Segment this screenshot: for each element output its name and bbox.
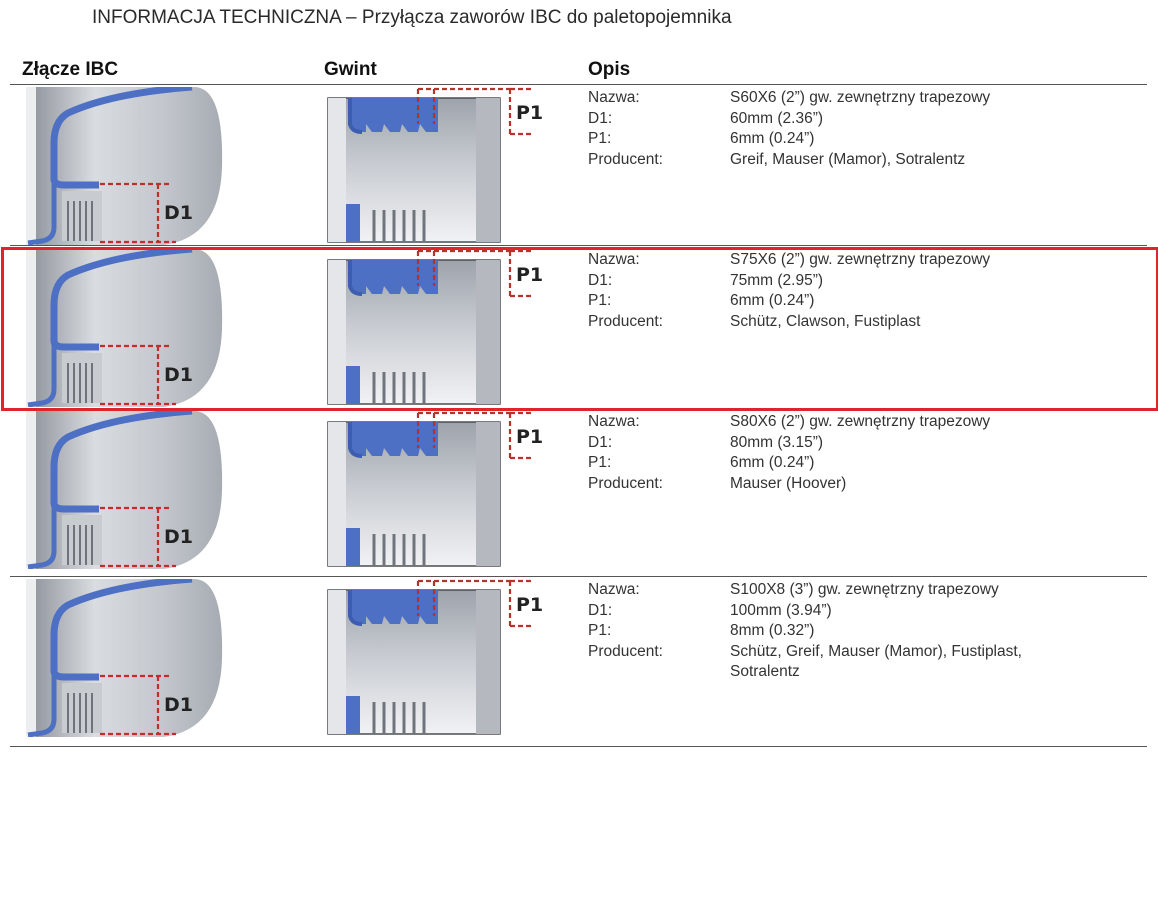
spec-d1-label: D1: [588, 601, 613, 619]
spec-d1-value: 60mm (2.36”) [730, 109, 824, 127]
spec-name-label: Nazwa: [588, 581, 640, 598]
spec-d1-value: 100mm (3.94”) [730, 601, 832, 619]
d1-dimension-label: D1 [164, 364, 193, 386]
spec-producer-label: Producent: [588, 150, 663, 168]
thread-profile-diagram [327, 97, 501, 243]
table-row: D1 P1 Nazwa: S100X8 (3”) gw. zewn [0, 578, 1158, 740]
spec-producer-value: Mauser (Hoover) [730, 474, 847, 492]
ibc-connector-diagram [26, 579, 223, 737]
table-row: D1 P1 Nazwa: S75X6 (2”) gw. zewnę [0, 248, 1158, 410]
header-rule [10, 84, 1147, 85]
d1-dimension-label: D1 [164, 526, 193, 548]
spec-p1-label: P1: [588, 454, 612, 471]
spec-producer-value: Schütz, Clawson, Fustiplast [730, 312, 921, 330]
table-bottom-rule [10, 746, 1147, 747]
spec-name-label: Nazwa: [588, 89, 640, 106]
thread-profile-diagram [327, 589, 501, 735]
spec-p1-label: P1: [588, 622, 612, 639]
spec-producer-value: Greif, Mauser (Mamor), Sotralentz [730, 150, 966, 168]
row-separator [10, 245, 1147, 246]
d1-dimension [100, 344, 176, 406]
ibc-connector-diagram [26, 411, 223, 569]
p1-dimension [416, 87, 534, 136]
row-separator [10, 408, 1147, 409]
table-row: D1 P1 Nazwa: S80X6 (2”) gw. zewnę [0, 410, 1158, 572]
spec-producer-value: Sotralentz [730, 663, 800, 680]
spec-p1-label: P1: [588, 130, 612, 147]
column-header-description: Opis [588, 59, 631, 80]
spec-p1-value: 6mm (0.24”) [730, 130, 815, 147]
spec-name-value: S80X6 (2”) gw. zewnętrzny trapezowy [730, 413, 991, 430]
p1-dimension [416, 411, 534, 460]
spec-producer-label: Producent: [588, 474, 663, 492]
row-separator [10, 576, 1147, 577]
p1-dimension [416, 249, 534, 298]
spec-p1-value: 8mm (0.32”) [730, 622, 815, 639]
d1-dimension [100, 182, 176, 244]
spec-p1-value: 6mm (0.24”) [730, 292, 815, 309]
d1-dimension [100, 506, 176, 568]
spec-name-value: S60X6 (2”) gw. zewnętrzny trapezowy [730, 89, 991, 106]
spec-p1-value: 6mm (0.24”) [730, 454, 815, 471]
ibc-connector-diagram [26, 249, 223, 407]
spec-name-label: Nazwa: [588, 413, 640, 430]
p1-dimension-label: P1 [516, 594, 544, 616]
spec-producer-label: Producent: [588, 642, 663, 660]
spec-name-value: S75X6 (2”) gw. zewnętrzny trapezowy [730, 251, 991, 268]
d1-dimension-label: D1 [164, 694, 193, 716]
spec-d1-label: D1: [588, 271, 613, 289]
d1-dimension-label: D1 [164, 202, 193, 224]
p1-dimension-label: P1 [516, 102, 544, 124]
spec-d1-value: 75mm (2.95”) [730, 271, 824, 289]
spec-producer-value: Schütz, Greif, Mauser (Mamor), Fustiplas… [730, 642, 1022, 660]
ibc-connector-diagram [26, 87, 223, 245]
spec-name-value: S100X8 (3”) gw. zewnętrzny trapezowy [730, 581, 999, 598]
p1-dimension [416, 579, 534, 628]
thread-profile-diagram [327, 259, 501, 405]
column-header-ibc: Złącze IBC [22, 59, 119, 80]
page-title: INFORMACJA TECHNICZNA – Przyłącza zaworó… [92, 7, 732, 28]
table-row: D1 P1 Nazwa: S60X6 (2”) gw. zewnę [0, 86, 1158, 248]
column-header-thread: Gwint [324, 59, 377, 80]
p1-dimension-label: P1 [516, 264, 544, 286]
spec-p1-label: P1: [588, 292, 612, 309]
p1-dimension-label: P1 [516, 426, 544, 448]
spec-producer-label: Producent: [588, 312, 663, 330]
thread-profile-diagram [327, 421, 501, 567]
spec-d1-label: D1: [588, 109, 613, 127]
spec-name-label: Nazwa: [588, 251, 640, 268]
spec-d1-label: D1: [588, 433, 613, 451]
spec-d1-value: 80mm (3.15”) [730, 433, 824, 451]
d1-dimension [100, 674, 176, 736]
